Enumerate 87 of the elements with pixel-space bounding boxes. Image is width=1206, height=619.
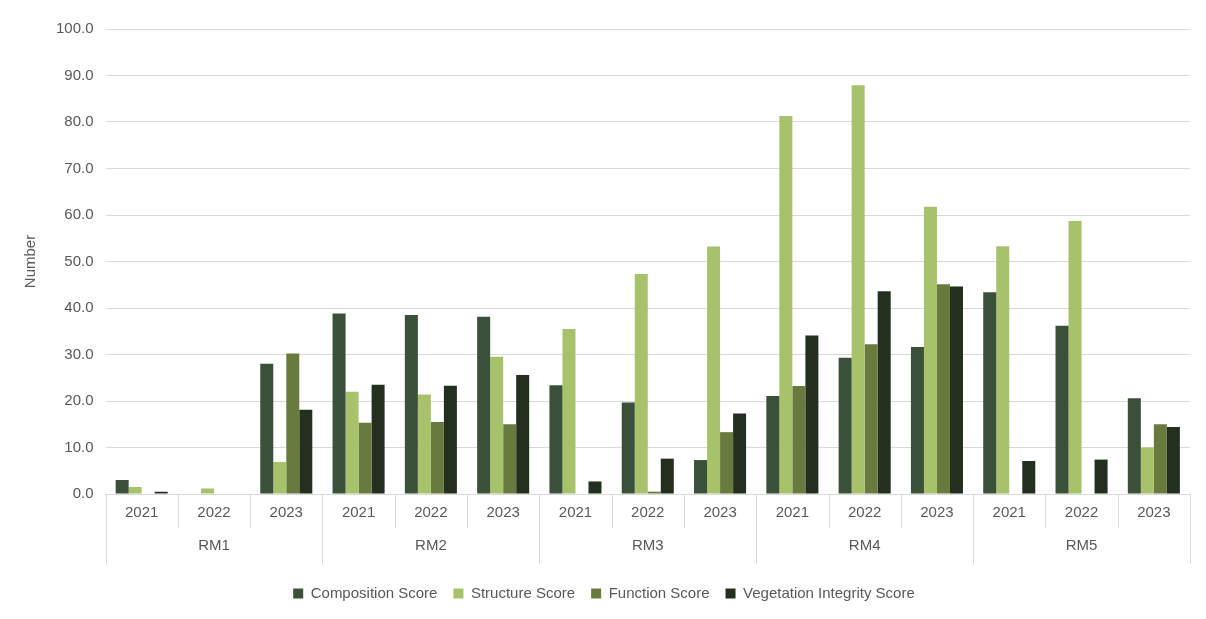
bar bbox=[1153, 424, 1167, 494]
bar bbox=[1127, 398, 1141, 494]
bar bbox=[490, 356, 504, 494]
x-tick-label: 2022 bbox=[847, 503, 882, 521]
x-tick-label: 2021 bbox=[341, 503, 376, 521]
bar bbox=[949, 286, 963, 494]
bar bbox=[562, 328, 576, 494]
x-tick-label: 2021 bbox=[775, 503, 810, 521]
text: RM3 bbox=[631, 536, 664, 554]
x-tick-label: 2023 bbox=[269, 503, 303, 521]
bar bbox=[838, 357, 852, 494]
x-tick-label: 2022 bbox=[631, 503, 665, 521]
x-tick-label: 2021 bbox=[125, 503, 159, 521]
y-tick-label: 80.0 bbox=[64, 112, 94, 130]
bar bbox=[694, 460, 708, 494]
bar bbox=[299, 409, 313, 494]
bar bbox=[1094, 459, 1108, 494]
bar bbox=[115, 480, 129, 494]
bar bbox=[1140, 447, 1154, 494]
bar bbox=[707, 246, 721, 494]
bar bbox=[923, 206, 937, 494]
bar bbox=[516, 374, 530, 494]
bar bbox=[128, 487, 142, 494]
bar bbox=[477, 316, 491, 494]
bar bbox=[588, 481, 602, 494]
bar bbox=[417, 394, 431, 494]
y-axis-title: Number bbox=[21, 234, 39, 289]
legend-label: Structure Score bbox=[470, 583, 576, 601]
bar bbox=[766, 395, 780, 494]
x-tick-label: 2022 bbox=[414, 503, 448, 521]
x-tick-label: 2023 bbox=[920, 503, 954, 521]
bar bbox=[1022, 460, 1036, 494]
bar bbox=[621, 402, 635, 494]
legend-label: Function Score bbox=[608, 583, 710, 601]
bar bbox=[851, 85, 865, 494]
text: RM1 bbox=[198, 536, 230, 554]
y-tick-label: 10.0 bbox=[64, 437, 94, 455]
x-tick-label: 2021 bbox=[558, 503, 593, 521]
legend-label: Vegetation Integrity Score bbox=[743, 583, 915, 601]
bar bbox=[503, 424, 517, 494]
x-tick-label: 2022 bbox=[197, 503, 231, 521]
bar bbox=[983, 292, 997, 494]
y-tick-label: 0.0 bbox=[72, 484, 94, 502]
bar bbox=[286, 353, 300, 494]
text: RM2 bbox=[415, 536, 447, 554]
bar bbox=[877, 291, 891, 494]
x-tick-label: 2021 bbox=[992, 503, 1026, 521]
text: RM5 bbox=[1065, 536, 1098, 554]
bar bbox=[720, 432, 734, 494]
bar bbox=[1166, 427, 1180, 494]
bar bbox=[371, 384, 385, 494]
bar bbox=[733, 413, 747, 494]
x-tick-label: 2022 bbox=[1064, 503, 1099, 521]
y-tick-label: 50.0 bbox=[64, 251, 94, 269]
bar bbox=[660, 458, 674, 494]
bar bbox=[200, 488, 214, 494]
bar bbox=[260, 363, 274, 494]
y-tick-label: 70.0 bbox=[64, 158, 94, 176]
bar bbox=[345, 391, 359, 494]
bar bbox=[792, 386, 806, 494]
y-tick-label: 100.0 bbox=[55, 19, 94, 37]
bar bbox=[1055, 325, 1069, 494]
y-tick-label: 20.0 bbox=[64, 391, 94, 409]
bar bbox=[430, 421, 444, 494]
bar bbox=[996, 246, 1010, 494]
bar bbox=[634, 274, 648, 494]
y-tick-label: 40.0 bbox=[64, 298, 94, 316]
bar bbox=[332, 313, 346, 494]
y-tick-label: 60.0 bbox=[64, 205, 94, 223]
bar bbox=[443, 385, 457, 494]
bar bbox=[404, 314, 418, 494]
bar bbox=[779, 115, 793, 494]
x-tick-label: 2023 bbox=[1137, 503, 1171, 521]
legend-label: Composition Score bbox=[310, 583, 438, 601]
bar bbox=[936, 284, 950, 494]
bar bbox=[549, 385, 563, 494]
bar bbox=[864, 344, 878, 494]
x-tick-label: 2023 bbox=[486, 503, 520, 521]
bar bbox=[1068, 221, 1082, 494]
bar bbox=[910, 347, 924, 494]
bar bbox=[805, 335, 819, 494]
y-tick-label: 90.0 bbox=[64, 65, 94, 83]
text: RM4 bbox=[848, 536, 881, 554]
y-tick-label: 30.0 bbox=[64, 344, 94, 362]
x-tick-label: 2023 bbox=[703, 503, 737, 521]
bar bbox=[273, 461, 287, 494]
bar bbox=[358, 422, 372, 494]
